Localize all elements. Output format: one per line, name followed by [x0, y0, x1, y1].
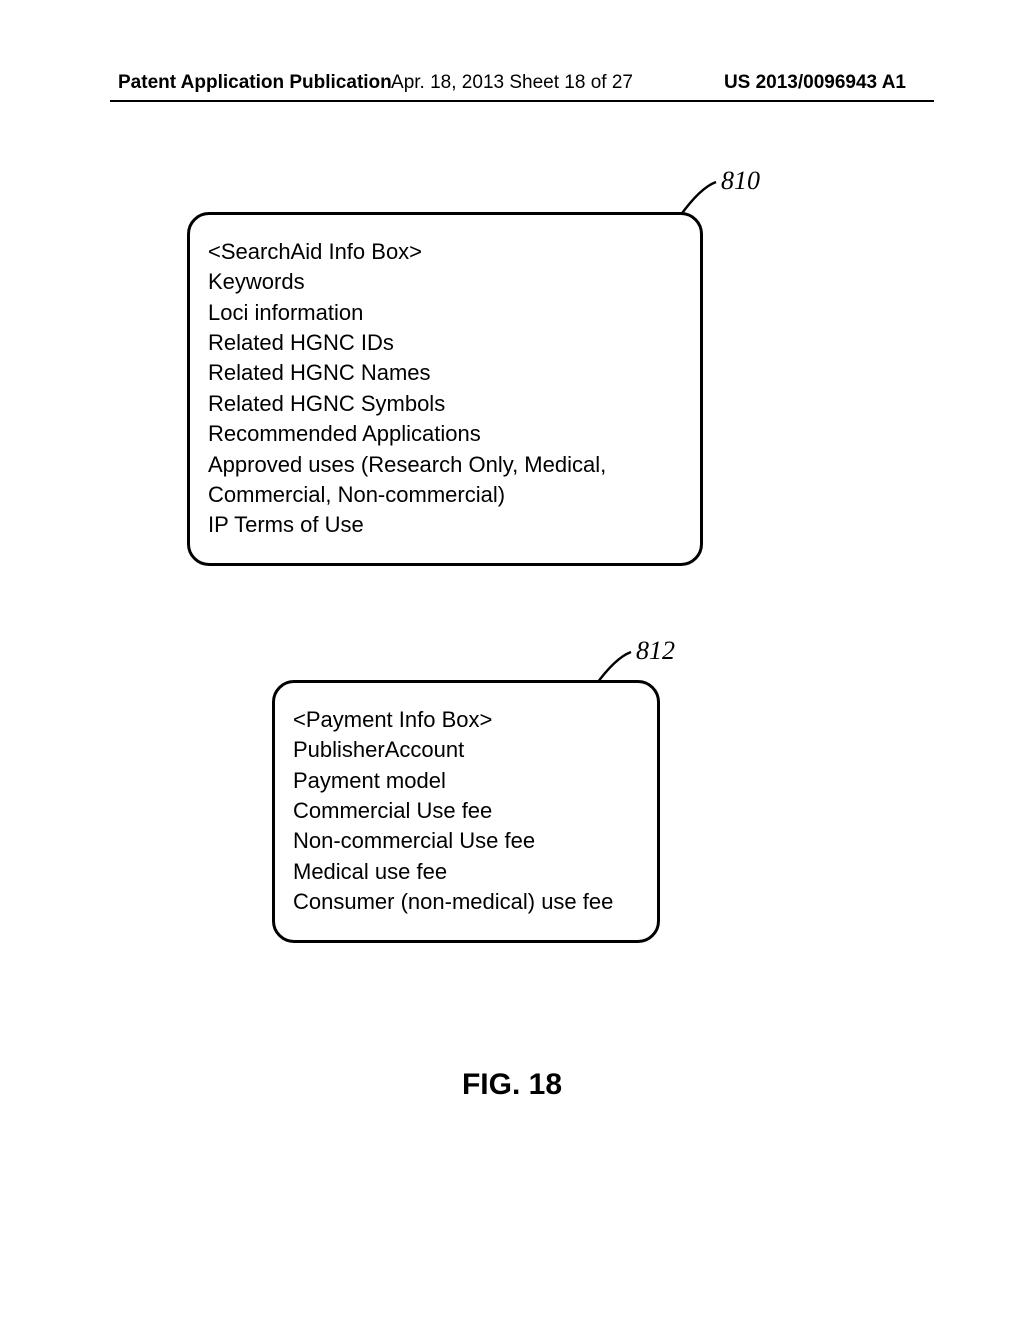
box1-line: Commercial, Non-commercial) — [208, 480, 682, 510]
box2-line: Commercial Use fee — [293, 796, 639, 826]
box1-line: Loci information — [208, 298, 682, 328]
box1-line: Approved uses (Research Only, Medical, — [208, 450, 682, 480]
box1-line: <SearchAid Info Box> — [208, 237, 682, 267]
page-header: Patent Application Publication Apr. 18, … — [0, 72, 1024, 94]
callout-number-810: 810 — [721, 166, 760, 196]
box2-line: PublisherAccount — [293, 735, 639, 765]
box2-line: Medical use fee — [293, 857, 639, 887]
payment-info-box: <Payment Info Box> PublisherAccount Paym… — [272, 680, 660, 943]
searchaid-info-box: <SearchAid Info Box> Keywords Loci infor… — [187, 212, 703, 566]
callout-number-812: 812 — [636, 636, 675, 666]
header-date-sheet: Apr. 18, 2013 Sheet 18 of 27 — [391, 72, 633, 94]
box2-line: Non-commercial Use fee — [293, 826, 639, 856]
header-rule — [110, 100, 934, 102]
box1-line: IP Terms of Use — [208, 510, 682, 540]
box1-line: Keywords — [208, 267, 682, 297]
box2-line: Payment model — [293, 766, 639, 796]
box1-line: Related HGNC Names — [208, 358, 682, 388]
box1-line: Related HGNC Symbols — [208, 389, 682, 419]
header-publication-number: US 2013/0096943 A1 — [724, 72, 906, 94]
header-publication-type: Patent Application Publication — [118, 72, 392, 94]
box2-line: Consumer (non-medical) use fee — [293, 887, 639, 917]
figure-caption: FIG. 18 — [0, 1068, 1024, 1102]
box1-line: Related HGNC IDs — [208, 328, 682, 358]
box2-line: <Payment Info Box> — [293, 705, 639, 735]
box1-line: Recommended Applications — [208, 419, 682, 449]
